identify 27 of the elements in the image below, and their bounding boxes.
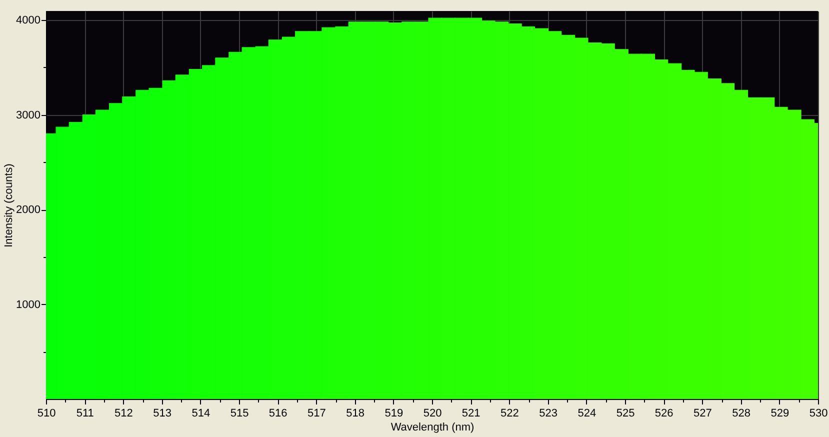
x-tick-label: 527 xyxy=(694,408,712,420)
x-tick-label: 524 xyxy=(578,408,596,420)
y-tick-label: 2000 xyxy=(16,204,40,216)
x-tick-label: 521 xyxy=(462,408,480,420)
x-tick-label: 513 xyxy=(153,408,172,420)
x-tick-label: 517 xyxy=(308,408,326,420)
y-tick-label: 1000 xyxy=(16,298,40,311)
x-tick-label: 530 xyxy=(809,408,828,420)
x-tick-label: 514 xyxy=(192,408,210,420)
x-tick-label: 518 xyxy=(346,408,364,420)
x-tick-label: 528 xyxy=(732,408,750,420)
x-tick-label: 510 xyxy=(37,408,56,420)
y-tick-label: 3000 xyxy=(16,109,40,122)
y-axis-title: Intensity (counts) xyxy=(3,164,16,248)
x-tick-label: 525 xyxy=(616,408,635,420)
x-tick-label: 511 xyxy=(76,408,94,420)
x-tick-label: 519 xyxy=(384,408,404,420)
x-axis-title: Wavelength (nm) xyxy=(390,422,474,434)
x-tick-label: 529 xyxy=(770,408,790,420)
x-tick-label: 526 xyxy=(654,408,674,420)
x-tick-label: 520 xyxy=(423,408,442,420)
y-tick-label: 4000 xyxy=(16,14,40,26)
x-tick-label: 512 xyxy=(114,408,133,420)
x-tick-label: 516 xyxy=(268,408,288,420)
x-tick-label: 515 xyxy=(230,408,249,420)
x-tick-label: 522 xyxy=(500,408,519,420)
x-tick-label: 523 xyxy=(539,408,558,420)
